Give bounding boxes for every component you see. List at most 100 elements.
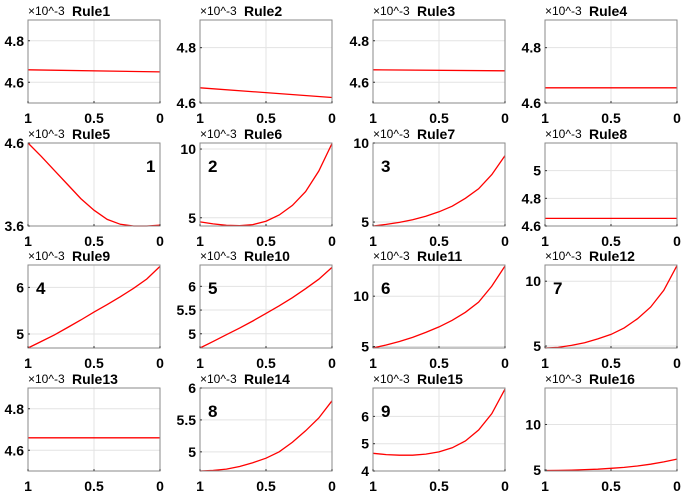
subplot-title: Rule14	[244, 371, 290, 387]
y-tick-label: 5	[361, 436, 369, 452]
series-line	[27, 265, 161, 349]
x-tick-label: 0.5	[429, 233, 449, 249]
panel-annotation: 4	[36, 279, 46, 298]
y-tick-label: 10	[525, 416, 541, 432]
subplot-title: Rule13	[72, 371, 118, 387]
y-tick-label: 6	[361, 408, 369, 424]
y-tick-label: 5	[188, 444, 196, 460]
x-tick-label: 1	[24, 355, 32, 371]
y-tick-label: 4.6	[522, 95, 542, 111]
y-tick-label: 4.8	[5, 33, 25, 49]
subplot-3: 1 0.5 0 4.6 4.8 ×10^-3 Rule3	[350, 3, 510, 126]
panel-annotation: 6	[381, 279, 390, 298]
y-tick-label: 5	[361, 214, 369, 230]
x-tick-label: 1	[541, 355, 549, 371]
x-tick-label: 1	[541, 233, 549, 249]
y-tick-label: 4.8	[350, 33, 370, 49]
y-tick-label: 4.8	[5, 401, 25, 417]
x-tick-label: 0.5	[601, 110, 621, 126]
x-tick-label: 0.5	[84, 478, 104, 493]
y-tick-label: 5	[188, 326, 196, 342]
subplot-title: Rule11	[417, 248, 462, 264]
y-tick-label: 6	[188, 278, 196, 294]
subplot-title: Rule3	[417, 3, 455, 19]
exponent-label: ×10^-3	[200, 127, 237, 141]
y-tick-label: 4.8	[177, 40, 197, 56]
y-tick-label: 10	[353, 288, 369, 304]
exponent-label: ×10^-3	[200, 4, 237, 18]
x-tick-label: 0.5	[429, 110, 449, 126]
series-line	[27, 69, 161, 73]
series-line	[199, 266, 333, 349]
subplot-11: 1 0.5 0 5 10 ×10^-3 Rule11 6	[353, 248, 509, 371]
y-tick-label: 4.6	[5, 442, 25, 458]
subplot-title: Rule7	[417, 126, 455, 142]
subplot-title: Rule10	[244, 248, 290, 264]
subplot-title: Rule5	[72, 126, 110, 142]
subplot-title: Rule9	[72, 248, 110, 264]
subplot-10: 1 0.5 0 5 5.5 6 ×10^-3 Rule10 5	[177, 248, 337, 371]
exponent-label: ×10^-3	[545, 4, 582, 18]
y-tick-label: 5	[533, 163, 541, 179]
exponent-label: ×10^-3	[545, 372, 582, 386]
x-tick-label: 1	[24, 233, 32, 249]
x-tick-label: 0.5	[601, 478, 621, 493]
series-line	[372, 155, 506, 227]
x-tick-label: 0	[673, 233, 681, 249]
x-tick-label: 0.5	[256, 478, 276, 493]
x-tick-label: 1	[369, 355, 377, 371]
subplot-14: 1 0.5 0 5 5.5 6 ×10^-3 Rule14 8	[177, 371, 337, 493]
y-tick-label: 6	[16, 279, 24, 295]
x-tick-label: 0	[501, 110, 509, 126]
x-tick-label: 0.5	[84, 355, 104, 371]
exponent-label: ×10^-3	[28, 4, 65, 18]
y-tick-label: 4.6	[5, 74, 25, 90]
exponent-label: ×10^-3	[373, 127, 410, 141]
x-tick-label: 1	[369, 233, 377, 249]
x-tick-label: 1	[369, 478, 377, 493]
series-line	[544, 458, 678, 472]
exponent-label: ×10^-3	[373, 372, 410, 386]
series-line	[372, 388, 506, 456]
exponent-label: ×10^-3	[545, 127, 582, 141]
y-tick-label: 5	[188, 210, 196, 226]
x-tick-label: 1	[541, 478, 549, 493]
x-tick-label: 0	[328, 478, 336, 493]
subplot-title: Rule15	[417, 371, 463, 387]
x-tick-label: 0.5	[429, 355, 449, 371]
subplot-title: Rule16	[589, 371, 635, 387]
panel-annotation: 2	[208, 157, 217, 176]
y-tick-label: 5.5	[177, 302, 197, 318]
subplot-5: 1 0.5 0 3.6 4.6×10^-3 Rule5 1	[5, 126, 165, 249]
y-tick-label: 5	[533, 462, 541, 478]
y-tick-label: 10	[353, 135, 369, 151]
exponent-label: ×10^-3	[28, 127, 65, 141]
subplot-8: 1 0.5 0 4.6 4.8 5 ×10^-3 Rule8	[522, 126, 682, 249]
x-tick-label: 0	[328, 233, 336, 249]
x-tick-label: 0.5	[256, 110, 276, 126]
y-tick-label: 4.6	[5, 135, 25, 151]
series-line	[544, 265, 678, 349]
panel-annotation: 8	[208, 402, 217, 421]
exponent-label: ×10^-3	[200, 249, 237, 263]
y-tick-label: 10	[180, 141, 196, 157]
y-tick-label: 4	[361, 463, 369, 479]
subplot-9: 1 0.5 0 5 6 ×10^-3 Rule9 4	[16, 248, 164, 371]
x-tick-label: 0	[501, 233, 509, 249]
subplot-12: 1 0.5 0 5 10 ×10^-3 Rule12 7	[525, 248, 681, 371]
subplot-title: Rule8	[589, 126, 627, 142]
subplot-title: Rule4	[589, 3, 627, 19]
x-tick-label: 1	[196, 355, 204, 371]
x-tick-label: 0	[328, 110, 336, 126]
panel-annotation: 7	[553, 279, 562, 298]
exponent-label: ×10^-3	[28, 249, 65, 263]
x-tick-label: 0.5	[429, 478, 449, 493]
x-tick-label: 0	[156, 355, 164, 371]
x-tick-label: 0	[501, 478, 509, 493]
exponent-label: ×10^-3	[200, 372, 237, 386]
subplot-title: Rule2	[244, 3, 282, 19]
series-line	[199, 400, 333, 472]
panel-annotation: 1	[146, 157, 155, 176]
x-tick-label: 0.5	[256, 233, 276, 249]
